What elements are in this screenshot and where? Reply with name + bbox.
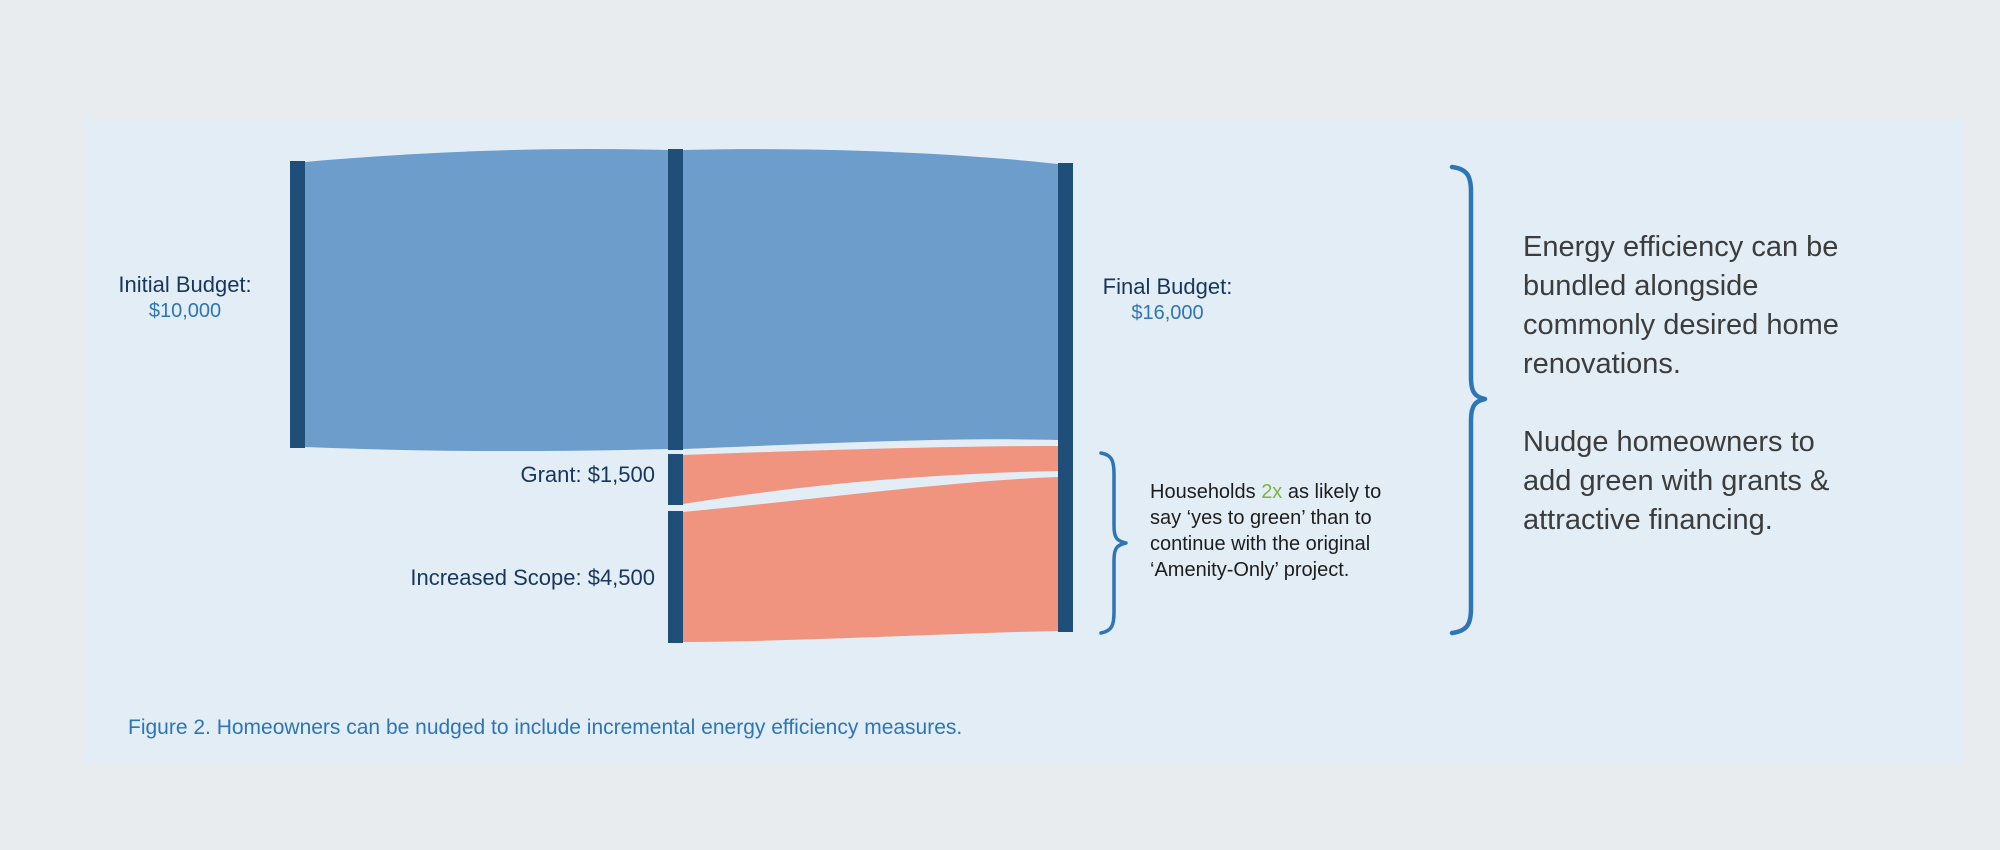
node-middle-bar [668,149,683,450]
brace-green-section [1099,451,1128,635]
takeaway-text: Energy efficiency can be bundled alongsi… [1523,228,1923,540]
flow-grant-to-final [683,446,1058,504]
annotation-post: as likely to [1282,481,1382,503]
figure-caption: Figure 2. Homeowners can be nudged to in… [128,716,963,739]
flow-scope-to-final [683,477,1058,642]
households-annotation-line3: continue with the original [1150,533,1371,555]
takeaway-para1-line1: Energy efficiency can be [1523,231,1839,263]
takeaway-paragraph-gap [1523,384,1923,423]
label-final-budget-title: Final Budget: [1102,274,1233,299]
flow-middle-to-final [683,149,1058,449]
takeaway-para1-line4: renovations. [1523,348,1681,380]
label-final-budget-value: $16,000 [1131,302,1204,324]
node-final-budget-bar [1058,163,1073,632]
label-grant: Grant: $1,500 [520,462,655,487]
households-annotation-line1: Households 2x as likely to [1150,479,1450,505]
label-initial-budget-value: $10,000 [148,300,222,322]
label-increased-scope: Increased Scope: $4,500 [410,565,655,590]
node-increased-scope-bar [668,511,683,643]
flow-initial-to-middle [305,149,668,452]
households-annotation: Households 2x as likely to say ‘yes to g… [1150,479,1450,583]
label-initial-budget: Initial Budget: $10,000 [85,271,285,324]
takeaway-para2-line1: Nudge homeowners to [1523,426,1815,458]
takeaway-para2-line2: add green with grants & [1523,465,1830,497]
takeaway-para1-line2: bundled alongside [1523,270,1759,302]
node-initial-budget-bar [290,161,305,448]
takeaway-para1-line3: commonly desired home [1523,309,1839,341]
annotation-highlight-2x: 2x [1261,481,1283,503]
node-grant-bar [668,454,683,505]
brace-whole-figure [1449,164,1488,636]
label-initial-budget-title: Initial Budget: [118,272,252,297]
takeaway-para2-line3: attractive financing. [1523,504,1773,536]
households-annotation-line2: say ‘yes to green’ than to [1150,507,1372,529]
label-final-budget: Final Budget: $16,000 [1085,273,1250,326]
annotation-pre: Households [1150,481,1262,503]
households-annotation-line4: ‘Amenity-Only’ project. [1150,559,1350,581]
